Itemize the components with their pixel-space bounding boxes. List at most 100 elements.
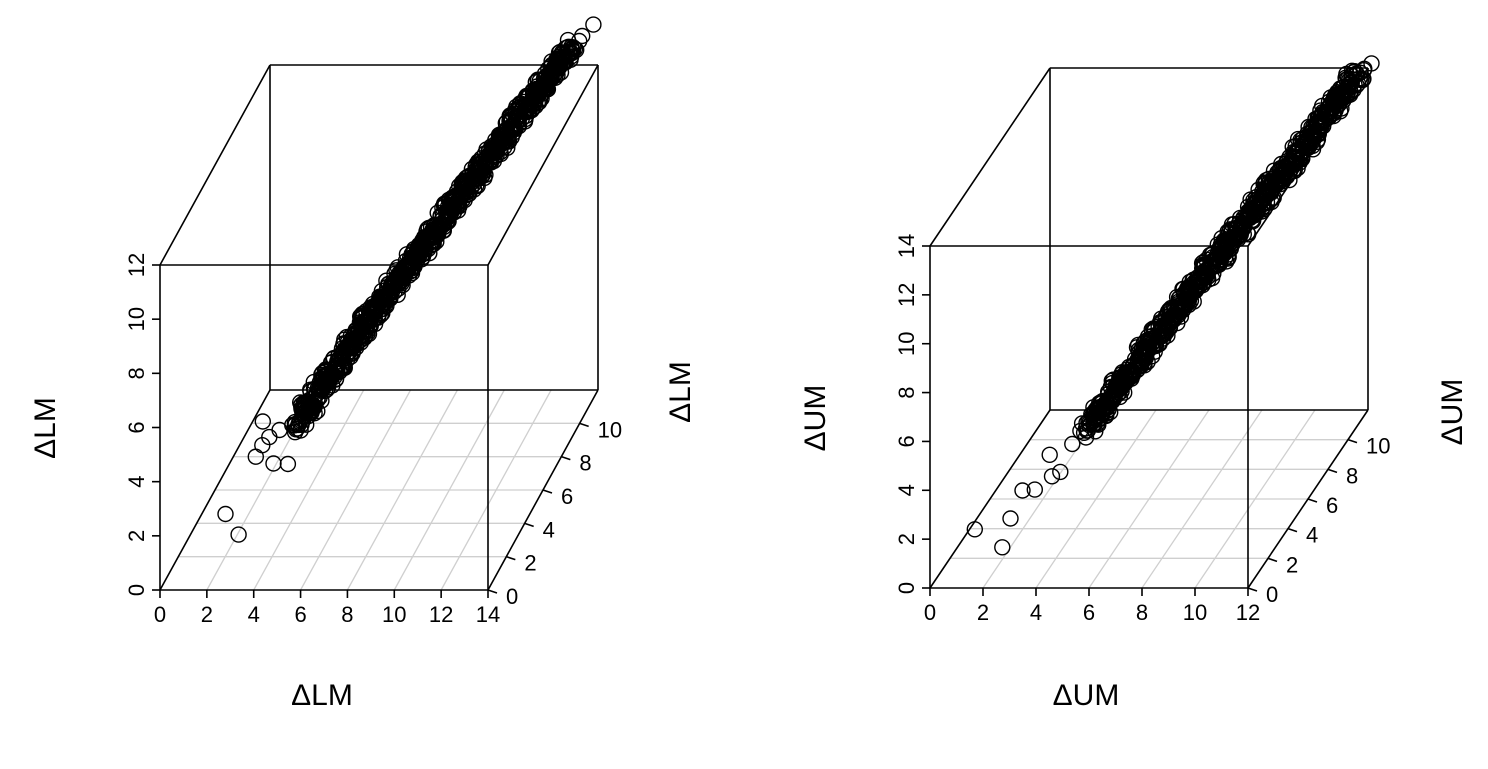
x-tick-label: 6 [294,602,306,627]
data-point [565,39,582,56]
data-point [296,396,313,413]
x-axis-label: ΔLM [291,679,353,712]
z-tick-label: 8 [124,367,149,379]
data-point [471,161,488,179]
z-tick-label: 8 [894,386,919,398]
y-tick-label: 4 [1306,523,1318,548]
data-point [484,144,501,161]
data-point [504,118,521,135]
data-point [523,91,541,109]
x-tick-label: 0 [154,602,166,627]
data-point [1363,55,1380,72]
data-point [341,336,358,354]
z-tick-label: 0 [124,584,149,596]
x-axis-label: ΔUM [1053,679,1120,712]
y-tick-mark [1327,468,1338,474]
data-point [265,455,282,472]
x-tick-label: 8 [1136,600,1148,625]
y-axis-label: ΔUM [1436,379,1469,446]
data-point [510,109,528,126]
ridge-point [1294,138,1311,156]
data-point [360,310,378,327]
ridge-point [1134,353,1152,370]
y-tick-label: 6 [1326,493,1338,518]
y-axis-label: ΔLM [664,361,697,423]
y-tick-mark [524,522,534,528]
z-tick-label: 4 [894,484,919,496]
data-point [261,428,278,446]
data-point [393,266,410,284]
data-point [452,187,469,205]
y-tick-label: 8 [579,451,591,476]
x-tick-label: 12 [1236,600,1260,625]
y-tick-label: 0 [506,584,518,609]
data-point [1064,435,1081,453]
box-edge [159,389,271,591]
z-tick-label: 10 [124,307,149,331]
data-point [445,196,462,214]
y-tick-mark [487,589,498,594]
z-tick-label: 12 [124,253,149,277]
z-tick-label: 6 [894,435,919,447]
data-point [412,240,430,258]
x-tick-label: 14 [476,602,500,627]
data-point [966,521,983,538]
z-tick-label: 12 [894,283,919,307]
z-tick-label: 2 [124,530,149,542]
data-point [1078,422,1096,439]
z-tick-label: 14 [894,234,919,258]
ridge-point [473,155,490,173]
y-tick-mark [1267,557,1278,563]
data-point [556,48,573,65]
data-point [1052,463,1069,481]
y-tick-mark [1307,498,1318,503]
data-point [289,420,306,437]
x-tick-label: 12 [429,602,453,627]
ridge-point [345,334,362,351]
z-tick-label: 6 [124,421,149,433]
y-tick-label: 6 [561,484,573,509]
y-tick-mark [561,455,571,461]
data-point [458,179,475,196]
data-point [354,319,371,336]
y-tick-label: 4 [543,517,555,542]
box-edge [929,67,1051,247]
y-tick-mark [1247,587,1258,592]
data-point [279,455,297,473]
data-point [994,539,1011,556]
data-point [543,65,560,83]
y-tick-mark [506,555,516,561]
z-axis-label: ΔLM [29,397,62,459]
z-axis-label: ΔUM [799,385,832,452]
z-tick-label: 2 [894,533,919,545]
x-tick-label: 2 [977,600,989,625]
data-point [1026,481,1044,498]
ridge-point [1345,64,1362,81]
y-tick-mark [1287,527,1298,533]
ridge-point [1216,249,1234,266]
y-tick-label: 2 [1286,552,1298,577]
data-point [574,27,591,45]
data-point [549,56,567,74]
ridge-point [1097,405,1115,422]
data-point [367,301,384,319]
data-point [1002,510,1019,527]
y-tick-label: 8 [1346,463,1358,488]
data-point [491,135,508,153]
x-tick-label: 10 [1183,600,1207,625]
x-tick-label: 2 [201,602,213,627]
data-point [254,413,271,430]
data-point [315,374,332,391]
data-point [1043,468,1061,485]
data-point [1014,482,1031,499]
y-tick-mark [542,489,553,494]
data-point [536,74,554,91]
x-tick-label: 6 [1083,600,1095,625]
data-point [328,357,345,374]
data-point [380,284,397,301]
y-tick-label: 2 [524,551,536,576]
x-tick-label: 10 [382,602,406,627]
